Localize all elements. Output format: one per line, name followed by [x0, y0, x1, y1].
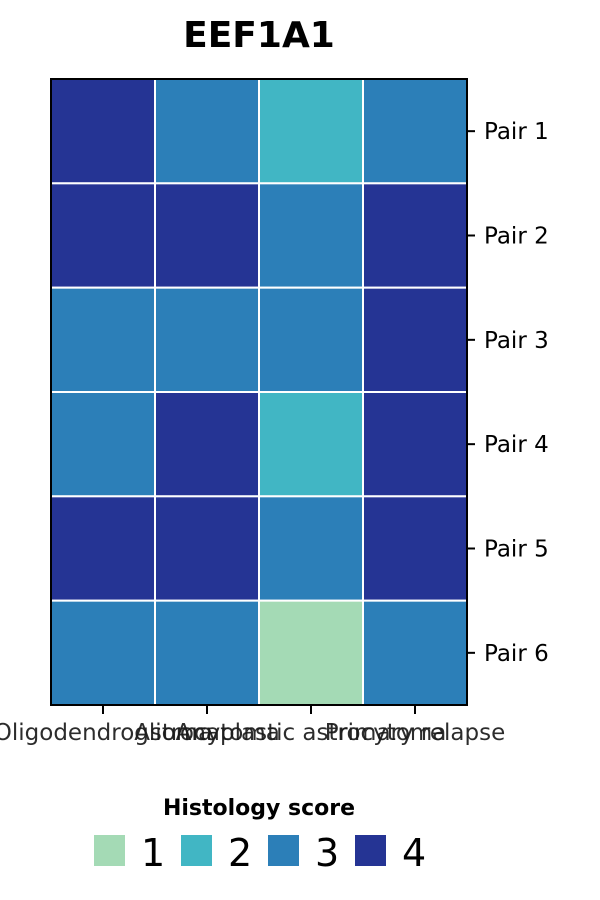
heatmap-cell — [50, 286, 156, 393]
heatmap-cell — [258, 599, 364, 707]
column-label: Anaplastic astrocytoma — [176, 720, 447, 746]
heatmap-cell — [50, 391, 156, 498]
heatmap-cell — [362, 599, 468, 707]
row-label: Pair 5 — [484, 537, 549, 563]
heatmap-cell — [362, 286, 468, 393]
heatmap-cell — [154, 599, 260, 707]
heatmap-cell — [50, 495, 156, 602]
row-label: Pair 2 — [484, 224, 549, 250]
heatmap-cell — [50, 599, 156, 707]
heatmap-cell — [258, 286, 364, 393]
heatmap-cell — [154, 391, 260, 498]
heatmap-cell — [362, 391, 468, 498]
heatmap-cells — [50, 78, 468, 707]
legend-label: 2 — [228, 831, 252, 875]
heatmap-cell — [154, 495, 260, 602]
heatmap-cell — [154, 182, 260, 289]
row-label: Pair 1 — [484, 119, 549, 145]
row-label: Pair 4 — [484, 432, 549, 458]
column-label: Astrocytoma — [134, 720, 280, 746]
heatmap-cell — [258, 391, 364, 498]
heatmap-cell — [362, 182, 468, 289]
heatmap-cell — [50, 182, 156, 289]
legend-label: 4 — [402, 831, 426, 875]
row-ticks: Pair 1 Pair 2 Pair 3 Pair 4 Pair 5 Pair 6 — [467, 119, 549, 667]
legend-label: 1 — [141, 831, 165, 875]
column-label: Oligodendroglioma — [0, 720, 212, 746]
heatmap-cell — [362, 78, 468, 185]
heatmap-cell — [154, 78, 260, 185]
legend-swatch — [268, 835, 299, 866]
row-label: Pair 6 — [484, 641, 549, 667]
heatmap-cell — [258, 495, 364, 602]
row-label: Pair 3 — [484, 328, 549, 354]
legend-swatch — [94, 835, 125, 866]
plot-frame — [50, 78, 468, 706]
heatmap-cell — [154, 286, 260, 393]
heatmap-cell — [258, 78, 364, 185]
heatmap-cell — [362, 495, 468, 602]
legend-label: 3 — [315, 831, 339, 875]
heatmap-cell — [258, 182, 364, 289]
chart-title: EEF1A1 — [183, 15, 335, 56]
legend-swatch — [181, 835, 212, 866]
column-label: Primary relapse — [325, 720, 506, 746]
legend-swatch — [355, 835, 386, 866]
heatmap-cell — [50, 78, 156, 185]
legend-title: Histology score — [163, 796, 355, 821]
legend: Histology score 1 2 3 4 — [94, 796, 426, 875]
